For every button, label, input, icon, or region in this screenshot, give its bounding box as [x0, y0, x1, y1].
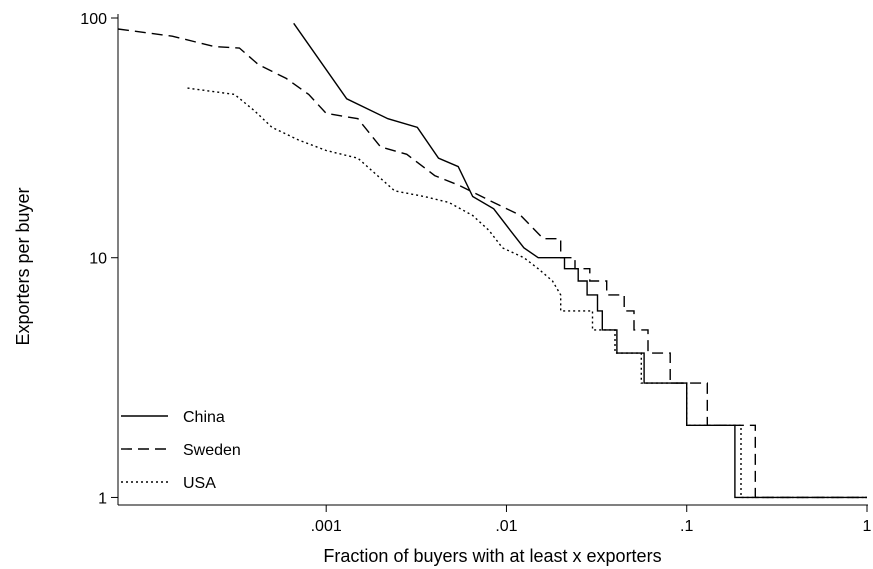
- plot-area: 1 10 100 .001 .01 .1 1: [80, 11, 871, 535]
- x-tick-label: .01: [495, 518, 517, 535]
- legend-label-usa: USA: [183, 475, 216, 492]
- y-tick-label: 1: [98, 490, 107, 507]
- x-tick-label: 1: [863, 518, 872, 535]
- x-axis-ticks: .001 .01 .1 1: [311, 505, 872, 535]
- x-tick-label: .1: [680, 518, 693, 535]
- x-tick-label: .001: [311, 518, 342, 535]
- legend-label-sweden: Sweden: [183, 442, 241, 459]
- legend: China Sweden USA: [121, 409, 241, 492]
- y-axis-ticks: 1 10 100: [80, 11, 118, 507]
- series-line-sweden: [117, 28, 867, 499]
- series-line-china: [293, 22, 867, 499]
- series-line-usa: [187, 87, 867, 499]
- y-tick-label: 10: [89, 251, 107, 268]
- series-lines: [117, 22, 867, 499]
- x-axis-title: Fraction of buyers with at least x expor…: [323, 546, 661, 566]
- legend-label-china: China: [183, 409, 225, 426]
- y-axis-title: Exporters per buyer: [13, 187, 33, 345]
- y-tick-label: 100: [80, 11, 107, 28]
